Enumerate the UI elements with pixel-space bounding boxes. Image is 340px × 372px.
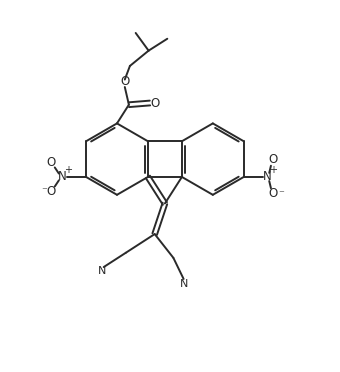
Text: O: O xyxy=(268,187,277,201)
Text: N: N xyxy=(180,279,188,289)
Text: O: O xyxy=(120,76,130,89)
Text: O: O xyxy=(47,185,56,198)
Text: ⁻: ⁻ xyxy=(41,187,48,196)
Text: O: O xyxy=(47,156,56,169)
Text: +: + xyxy=(64,165,72,175)
Text: N: N xyxy=(98,266,106,276)
Text: O: O xyxy=(151,96,160,109)
Text: N: N xyxy=(263,170,272,183)
Text: N: N xyxy=(58,170,67,183)
Text: ⁻: ⁻ xyxy=(278,189,284,199)
Text: +: + xyxy=(269,165,277,175)
Text: O: O xyxy=(268,154,277,166)
